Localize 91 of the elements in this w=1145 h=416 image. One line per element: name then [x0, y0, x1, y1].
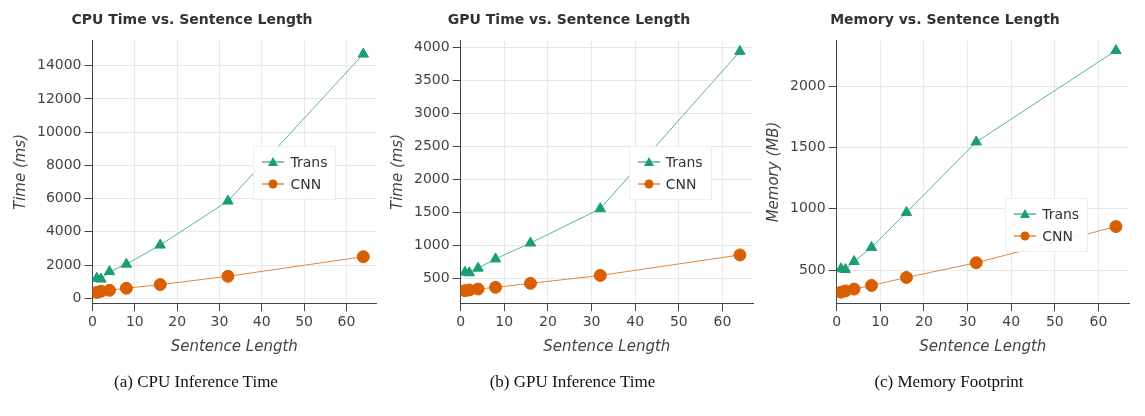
x-tick-label: 10: [871, 313, 890, 330]
y-tick-label: 8000: [45, 156, 82, 172]
point: [463, 266, 475, 277]
point: [900, 205, 913, 216]
y-tick-label: 10000: [36, 122, 82, 139]
x-tick-label: 0: [832, 313, 842, 330]
x-tick-label: 60: [1089, 313, 1108, 330]
chart-title: CPU Time vs. Sentence Length: [71, 11, 313, 28]
text: (a) CPU Inference Time: [113, 372, 279, 392]
y-axis-title: Memory (MB): [763, 121, 782, 223]
x-tick-label: 30: [582, 313, 600, 330]
x-tick-label: 0: [88, 313, 97, 330]
y-tick-label: 4000: [45, 222, 82, 239]
point: [523, 276, 537, 290]
point: [489, 252, 501, 263]
point: [222, 194, 234, 205]
y-tick-label: 1000: [413, 236, 450, 253]
point: [120, 257, 133, 268]
y-axis-title: Time (ms): [387, 133, 406, 211]
y-tick-label: 0: [72, 288, 82, 305]
point: [221, 269, 235, 283]
x-tick-label: 40: [252, 313, 271, 330]
point: [899, 270, 913, 284]
y-tick-label: 12000: [36, 89, 82, 106]
legend-label: CNN: [1042, 227, 1073, 247]
x-tick-label: 10: [125, 313, 144, 330]
x-tick-label: 20: [168, 313, 187, 330]
x-tick-label: 20: [538, 313, 557, 330]
x-tick-label: 30: [958, 313, 977, 330]
point: [524, 236, 536, 247]
legend-label: Trans: [1042, 205, 1080, 225]
chart-title: GPU Time vs. Sentence Length: [447, 11, 690, 28]
y-tick-label: 2500: [413, 137, 450, 154]
chart-title: Memory vs. Sentence Length: [830, 11, 1060, 28]
y-tick-label: 4000: [413, 38, 450, 55]
point: [153, 278, 167, 292]
x-axis-title: Sentence Length: [919, 336, 1047, 355]
legend-label: Trans: [665, 153, 703, 172]
x-tick-label: 60: [337, 313, 356, 330]
legend-label: CNN: [290, 175, 322, 194]
point: [970, 135, 982, 146]
x-tick-label: 0: [455, 313, 465, 330]
y-tick-label: 2000: [413, 170, 450, 187]
y-tick-label: 500: [798, 260, 826, 277]
point: [848, 255, 860, 266]
point: [95, 272, 107, 283]
point: [119, 281, 133, 295]
point: [488, 280, 502, 294]
point: [471, 261, 484, 272]
x-tick-label: 40: [625, 313, 644, 330]
x-tick-label: 50: [295, 313, 313, 330]
x-axis-title: Sentence Length: [542, 336, 670, 355]
legend-label: CNN: [665, 175, 697, 194]
point: [103, 265, 116, 276]
x-tick-label: 60: [713, 313, 731, 330]
y-tick-label: 3000: [413, 104, 450, 121]
point: [356, 250, 370, 264]
x-axis-title: Sentence Length: [170, 336, 298, 355]
y-tick-label: 1500: [789, 138, 826, 155]
legend-label: Trans: [290, 153, 328, 172]
y-tick-label: 500: [422, 269, 450, 286]
point: [969, 256, 983, 270]
y-tick-label: 1000: [789, 199, 826, 216]
point: [865, 240, 878, 251]
point: [732, 248, 746, 262]
point: [471, 282, 485, 296]
point: [1110, 44, 1122, 55]
text: (c) Memory Footprint: [873, 372, 1025, 392]
y-tick-label: 1500: [413, 203, 450, 220]
point: [1109, 220, 1123, 234]
x-tick-label: 20: [914, 313, 933, 330]
x-tick-label: 50: [1045, 313, 1064, 330]
point: [357, 47, 369, 58]
x-tick-label: 40: [1002, 313, 1021, 330]
x-tick-label: 50: [669, 313, 688, 330]
point: [593, 268, 607, 282]
y-tick-label: 14000: [36, 56, 82, 73]
point: [733, 44, 746, 55]
text: (b) GPU Inference Time: [488, 372, 657, 392]
point: [865, 278, 879, 292]
x-tick-label: 30: [210, 313, 229, 330]
point: [594, 202, 606, 213]
y-tick-label: 2000: [45, 255, 82, 272]
y-tick-label: 6000: [45, 189, 82, 206]
y-axis-title: Time (ms): [10, 133, 29, 211]
y-tick-label: 3500: [413, 71, 450, 88]
point: [154, 238, 166, 249]
y-tick-label: 2000: [789, 76, 826, 93]
point: [839, 262, 852, 273]
point: [847, 282, 861, 296]
x-tick-label: 10: [494, 313, 513, 330]
